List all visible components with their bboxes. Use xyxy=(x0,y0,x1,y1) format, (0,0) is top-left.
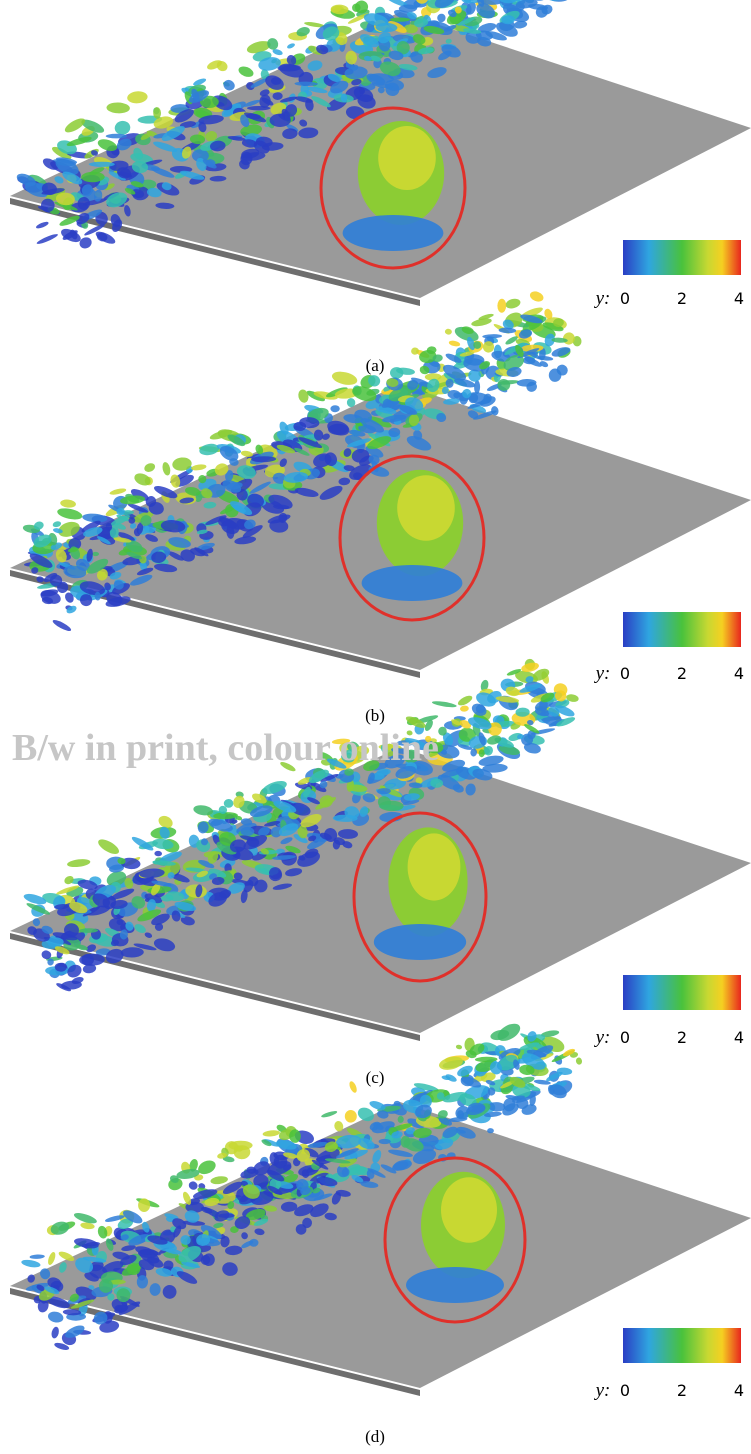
vortex-blob xyxy=(47,1310,64,1324)
panel: y: 0 2 4 xyxy=(10,0,751,309)
colorbar-title: y: xyxy=(594,1380,611,1401)
vortex-blob xyxy=(106,102,130,114)
vortex-blob xyxy=(456,694,473,708)
vortex-blob xyxy=(92,552,99,556)
colorbar-tick-label: 0 xyxy=(620,1028,630,1047)
vortex-blob xyxy=(482,334,502,339)
vortex-blob xyxy=(241,827,255,836)
vortex-blob xyxy=(127,90,148,104)
colorbar-title: y: xyxy=(594,288,611,309)
colorbar-tick-label: 4 xyxy=(734,664,744,683)
vortex-blob xyxy=(96,837,121,857)
vortex-blob xyxy=(474,380,480,394)
colorbar-tick-label: 2 xyxy=(677,1028,687,1047)
vortex-blob xyxy=(495,1020,523,1044)
vortex-blob xyxy=(432,700,457,708)
vortex-blob xyxy=(47,1251,57,1266)
vortex-blob xyxy=(247,106,270,110)
vortex-blob xyxy=(89,162,115,167)
colorbar xyxy=(623,240,741,275)
vortex-base xyxy=(374,924,466,960)
vortex-blob xyxy=(460,705,469,712)
vortex-blob xyxy=(198,442,220,456)
vortex-blob xyxy=(56,506,83,521)
vortex-blob xyxy=(51,618,72,633)
vortex-blob xyxy=(321,1110,338,1119)
vortex-blob xyxy=(133,471,153,488)
vortex-blob xyxy=(379,1139,391,1144)
vortex-blob xyxy=(21,1259,41,1269)
vortex-blob xyxy=(448,340,460,347)
vortex-blob xyxy=(504,297,521,310)
colorbar xyxy=(623,1328,741,1363)
vortex-blob xyxy=(513,20,527,29)
vortex-blob xyxy=(60,499,77,509)
vortex-blob xyxy=(516,1098,528,1109)
colorbar-tick-label: 0 xyxy=(620,289,630,308)
vortex-blob xyxy=(575,1057,582,1065)
vortex-blob xyxy=(499,327,517,333)
figure: y: 0 2 4 (a) y: 0 2 4 (b) y: 0 2 4 (c) y: 0 2 4 (d) B/w in p… xyxy=(0,0,751,1454)
vortex-blob xyxy=(390,18,410,22)
vortex-blob xyxy=(106,134,127,139)
vortex-blob xyxy=(286,42,295,49)
vortex-blob xyxy=(297,388,310,403)
vortex-blob xyxy=(154,851,162,857)
colorbar xyxy=(623,612,741,647)
vortex-base xyxy=(343,215,444,251)
vortex-core xyxy=(378,126,436,190)
vortex-base xyxy=(362,565,463,601)
colorbar-tick-label: 2 xyxy=(677,1381,687,1400)
vortex-blob xyxy=(36,232,59,245)
panel: y: 0 2 4 xyxy=(10,290,751,684)
vortex-blob xyxy=(331,369,359,387)
vortex-blob xyxy=(191,464,207,472)
colorbar-tick-label: 2 xyxy=(677,289,687,308)
vortex-blob xyxy=(63,874,75,885)
vortex-blob xyxy=(114,120,132,136)
colorbar-tick-label: 0 xyxy=(620,1381,630,1400)
panel-label: (c) xyxy=(366,1068,385,1087)
vortex-blob xyxy=(161,461,171,476)
colorbar-title: y: xyxy=(594,1027,611,1048)
colorbar-tick-label: 4 xyxy=(734,1381,744,1400)
panel-label: (b) xyxy=(365,706,385,725)
vortex-blob xyxy=(138,1198,150,1212)
colorbar-tick-label: 4 xyxy=(734,1028,744,1047)
vortex-blob xyxy=(348,1080,358,1094)
panel-label: (a) xyxy=(366,356,385,375)
vortex-blob xyxy=(35,220,49,229)
vortex-blob xyxy=(67,858,91,868)
vortex-blob xyxy=(210,1175,228,1185)
vortex-blob xyxy=(262,1130,280,1138)
vortex-blob xyxy=(456,1044,463,1050)
vortex-blob xyxy=(330,405,340,412)
colorbar xyxy=(623,975,741,1010)
colorbar-tick-label: 2 xyxy=(677,664,687,683)
vortex-blob xyxy=(224,799,234,808)
vortex-blob xyxy=(196,1158,218,1177)
watermark: B/w in print, colour online xyxy=(12,727,439,769)
vortex-blob xyxy=(50,1326,60,1339)
vortex-core xyxy=(441,1177,497,1243)
vortex-blob xyxy=(187,1180,199,1191)
vortex-blob xyxy=(497,299,506,313)
vortex-blob xyxy=(109,487,127,496)
vortex-blob xyxy=(528,290,544,304)
vortex-core xyxy=(397,475,455,541)
vortex-blob xyxy=(237,65,255,79)
vortex-base xyxy=(406,1267,504,1303)
vortex-blob xyxy=(345,1110,357,1123)
colorbar-title: y: xyxy=(594,663,611,684)
panel-label: (d) xyxy=(365,1427,385,1446)
vortex-blob xyxy=(265,36,280,51)
colorbar-tick-label: 0 xyxy=(620,664,630,683)
vortex-blob xyxy=(445,328,453,335)
vortex-blob xyxy=(29,1254,44,1259)
vortex-blob xyxy=(23,892,48,907)
vortex-core xyxy=(408,833,461,900)
colorbar-tick-label: 4 xyxy=(734,289,744,308)
vortex-blob xyxy=(143,462,156,474)
